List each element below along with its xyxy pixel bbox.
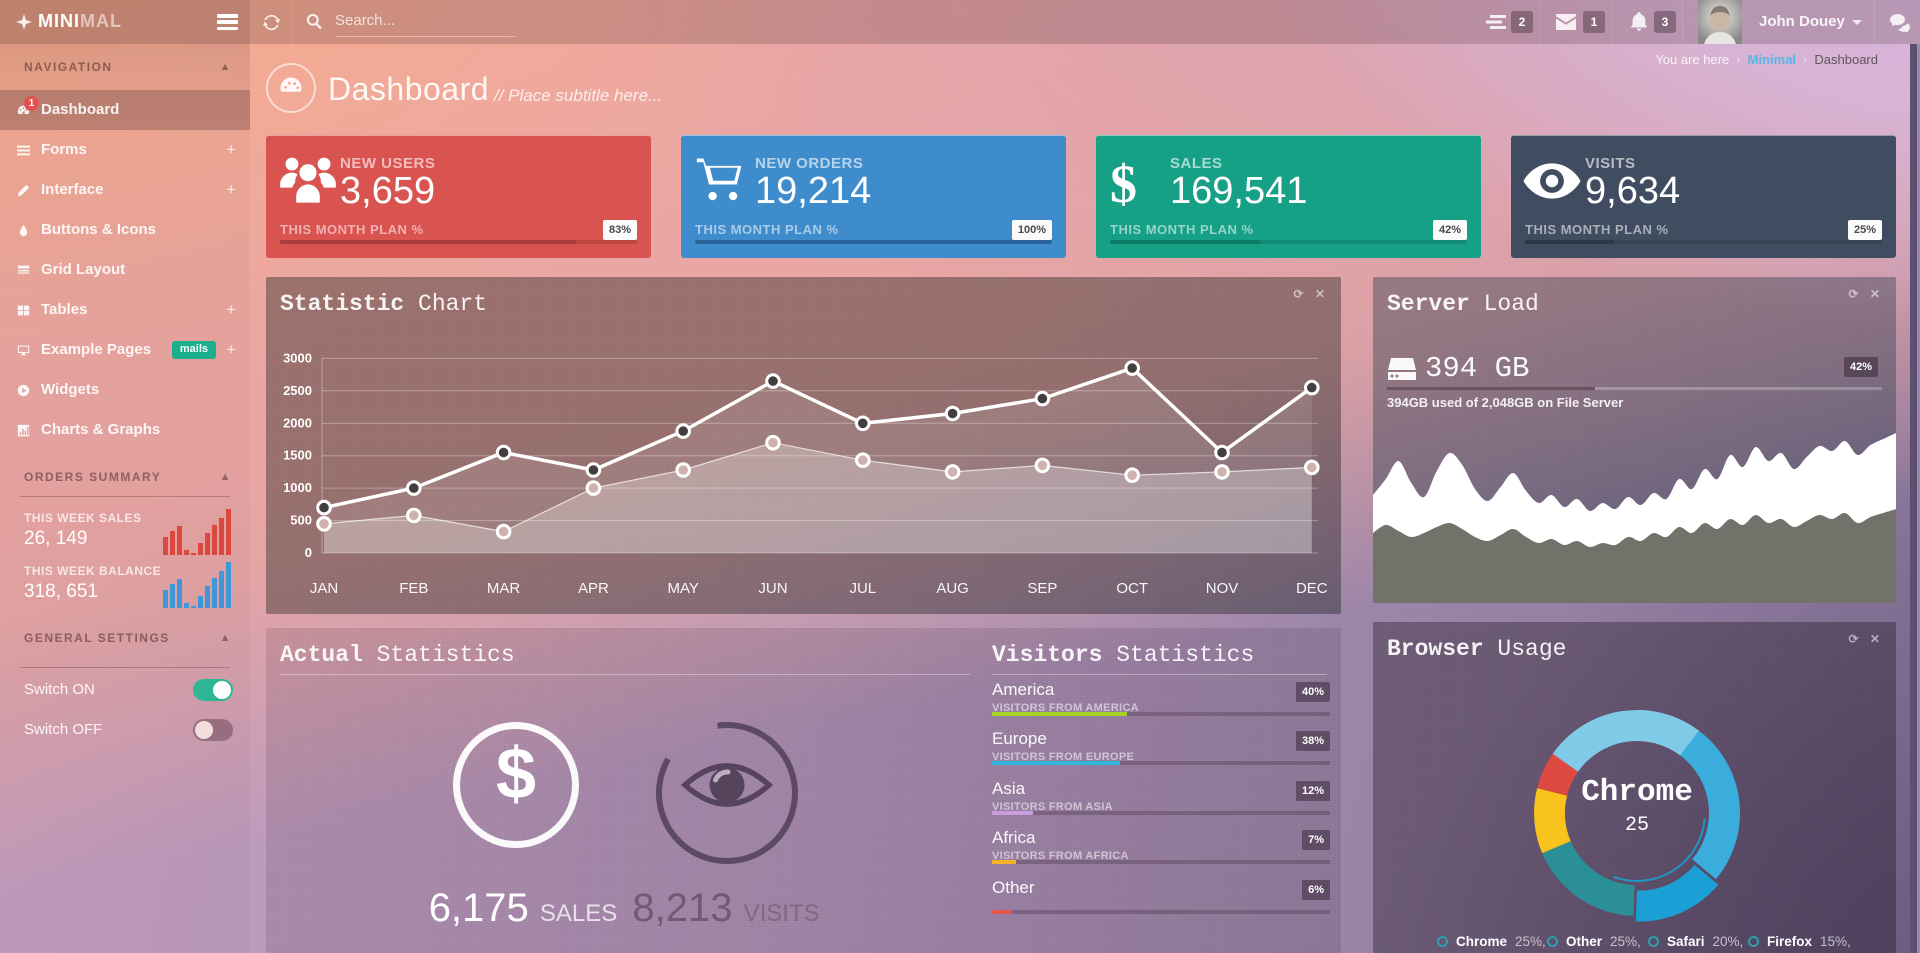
svg-text:AUG: AUG <box>936 580 969 597</box>
svg-text:JAN: JAN <box>310 580 338 597</box>
svg-text:1000: 1000 <box>283 480 312 495</box>
svg-text:SEP: SEP <box>1027 580 1057 597</box>
svg-text:DEC: DEC <box>1296 580 1328 597</box>
svg-text:APR: APR <box>578 580 609 597</box>
svg-text:MAR: MAR <box>487 580 520 597</box>
svg-text:MAY: MAY <box>667 580 698 597</box>
svg-text:1500: 1500 <box>283 448 312 463</box>
svg-text:Chrome: Chrome <box>1581 775 1693 810</box>
svg-text:2000: 2000 <box>283 415 312 430</box>
svg-text:500: 500 <box>290 513 312 528</box>
svg-text:NOV: NOV <box>1206 580 1239 597</box>
svg-text:25: 25 <box>1625 814 1649 837</box>
svg-text:FEB: FEB <box>399 580 428 597</box>
svg-text:2500: 2500 <box>283 383 312 398</box>
svg-text:3000: 3000 <box>283 350 312 365</box>
svg-text:JUL: JUL <box>849 580 876 597</box>
svg-text:JUN: JUN <box>758 580 787 597</box>
svg-text:OCT: OCT <box>1116 580 1148 597</box>
svg-text:0: 0 <box>305 545 312 560</box>
